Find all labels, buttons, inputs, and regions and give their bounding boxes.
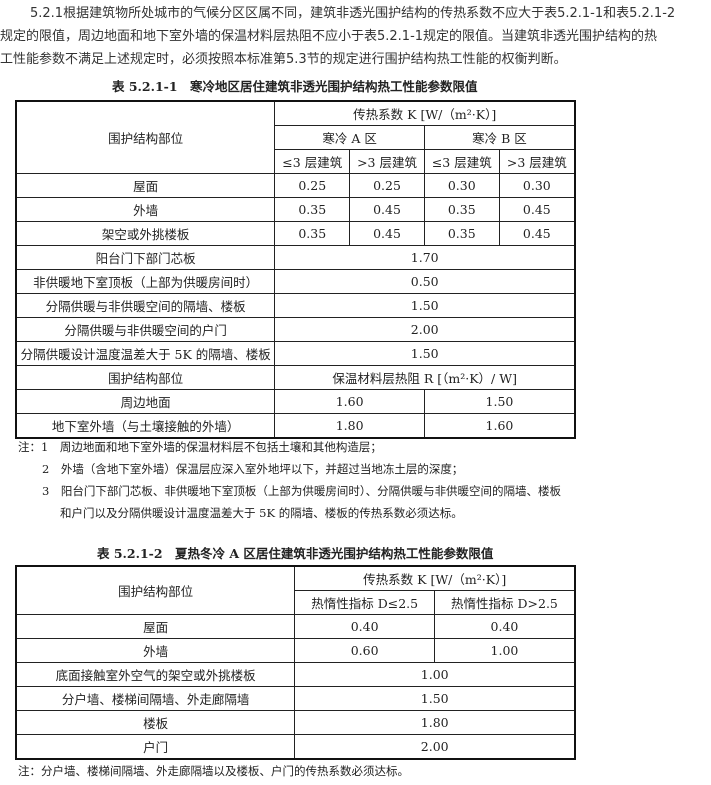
table-cell: 底面接触室外空气的架空或外挑楼板 (15, 662, 296, 687)
table-cell: 0.35 (423, 221, 500, 246)
table-cell: 外墙 (15, 638, 296, 663)
table-row: 阳台门下部门芯板 1.70 (15, 245, 576, 270)
table-row: 地下室外墙（与土壤接触的外墙） 1.80 1.60 (15, 413, 576, 439)
table-cell: 屋面 (15, 614, 296, 639)
intro-line: 工性能参数不满足上述规定时，必须按照本标准第5.3节的规定进行围护结构热工性能的… (0, 52, 567, 67)
header-sub: ≤3 层建筑 (274, 149, 351, 174)
header-sub: 热惰性指标 D>2.5 (433, 590, 576, 615)
header-sub: ≤3 层建筑 (423, 149, 500, 174)
table-row: 围护结构部位 保温材料层热阻 R [（m²·K）/ W] (15, 365, 576, 390)
table-cell: 屋面 (15, 173, 276, 198)
table-row: 架空或外挑楼板 0.35 0.45 0.35 0.45 (15, 221, 576, 246)
table2-note: 注：分户墙、楼梯间隔墙、外走廊隔墙以及楼板、户门的传热系数必须达标。 (18, 764, 409, 778)
note: 注：1 周边地面和地下室外墙的保温材料层不包括土壤和其他构造层； (18, 440, 382, 454)
table-cell: 1.80 (274, 413, 425, 439)
intro-paragraph: 5.2.1根据建筑物所处城市的气候分区区属不同，建筑非透光围护结构的传热系数不应… (0, 2, 711, 71)
table-cell: 1.50 (423, 389, 576, 414)
header-part: 围护结构部位 (15, 565, 296, 615)
table-cell: 外墙 (15, 197, 276, 222)
table-cell: 0.40 (433, 614, 576, 639)
table-cell: 0.45 (498, 221, 576, 246)
table-cell: 楼板 (15, 710, 296, 735)
table-cell: 0.60 (294, 638, 435, 663)
table-row: 外墙 0.60 1.00 (15, 638, 576, 663)
table-row: 屋面 0.25 0.25 0.30 0.30 (15, 173, 576, 198)
note: 2 外墙（含地下室外墙）保温层应深入室外地坪以下，并超过当地冻土层的深度； (42, 462, 464, 476)
table-cell: 1.70 (274, 245, 576, 270)
note: 和户门以及分隔供暖设计温度温差大于 5K 的隔墙、楼板的传热系数必须达标。 (60, 506, 463, 520)
intro-line: 规定的限值，周边地面和地下室外墙的保温材料层热阻不应小于表5.2.1-1规定的限… (0, 29, 658, 44)
table-cell: 2.00 (274, 317, 576, 342)
table-cell: 地下室外墙（与土壤接触的外墙） (15, 413, 276, 439)
table-cell: 1.00 (294, 662, 576, 687)
table-row: 外墙 0.35 0.45 0.35 0.45 (15, 197, 576, 222)
table-cell: 1.80 (294, 710, 576, 735)
header-k: 传热系数 K [W/（m²·K）] (274, 100, 576, 126)
table-cell: 阳台门下部门芯板 (15, 245, 276, 270)
table-cell: 1.50 (274, 341, 576, 366)
table-cell: 1.60 (274, 389, 425, 414)
table-cell: 0.45 (349, 221, 425, 246)
table-row: 底面接触室外空气的架空或外挑楼板 1.00 (15, 662, 576, 687)
table-cell: 分隔供暖与非供暖空间的户门 (15, 317, 276, 342)
table-cell: 0.50 (274, 269, 576, 294)
table-cell: 分隔供暖设计温度温差大于 5K 的隔墙、楼板 (15, 341, 276, 366)
table-row: 分隔供暖与非供暖空间的隔墙、楼板 1.50 (15, 293, 576, 318)
table-cell: 0.35 (423, 197, 500, 222)
table-row: 分隔供暖设计温度温差大于 5K 的隔墙、楼板 1.50 (15, 341, 576, 366)
table-cell: 分户墙、楼梯间隔墙、外走廊隔墙 (15, 686, 296, 711)
table-5-2-1-2: 围护结构部位 传热系数 K [W/（m²·K）] 热惰性指标 D≤2.5 热惰性指标… (15, 565, 576, 760)
table1-notes: 注：1 周边地面和地下室外墙的保温材料层不包括土壤和其他构造层； 2 外墙（含地… (18, 436, 561, 524)
header-sub: >3 层建筑 (349, 149, 425, 174)
table-row: 分户墙、楼梯间隔墙、外走廊隔墙 1.50 (15, 686, 576, 711)
table-cell: 分隔供暖与非供暖空间的隔墙、楼板 (15, 293, 276, 318)
header-k: 传热系数 K [W/（m²·K）] (294, 565, 576, 591)
table-cell: 0.25 (274, 173, 351, 198)
table-cell: 0.35 (274, 221, 351, 246)
table-cell: 架空或外挑楼板 (15, 221, 276, 246)
note: 3 阳台门下部门芯板、非供暖地下室顶板（上部为供暖房间时）、分隔供暖与非供暖空间… (42, 484, 562, 498)
table-row: 屋面 0.40 0.40 (15, 614, 576, 639)
header-sub: 热惰性指标 D≤2.5 (294, 590, 435, 615)
table-cell: 1.50 (294, 686, 576, 711)
table-cell: 0.25 (349, 173, 425, 198)
table-cell: 1.60 (423, 413, 576, 439)
table-cell: 1.50 (274, 293, 576, 318)
header-part: 围护结构部位 (15, 100, 276, 174)
header-zone-a: 寒冷 A 区 (274, 125, 425, 150)
table-cell: 保温材料层热阻 R [（m²·K）/ W] (274, 365, 576, 390)
intro-line: 5.2.1根据建筑物所处城市的气候分区区属不同，建筑非透光围护结构的传热系数不应… (30, 6, 676, 21)
table-row: 非供暖地下室顶板（上部为供暖房间时） 0.50 (15, 269, 576, 294)
table-cell: 0.45 (498, 197, 576, 222)
table-row: 楼板 1.80 (15, 710, 576, 735)
table-cell: 围护结构部位 (15, 365, 276, 390)
table-row: 分隔供暖与非供暖空间的户门 2.00 (15, 317, 576, 342)
table-row: 周边地面 1.60 1.50 (15, 389, 576, 414)
table-cell: 0.30 (423, 173, 500, 198)
table-cell: 非供暖地下室顶板（上部为供暖房间时） (15, 269, 276, 294)
table-cell: 周边地面 (15, 389, 276, 414)
table2-caption: 表 5.2.1-2 夏热冬冷 A 区居住建筑非透光围护结构热工性能参数限值 (97, 546, 494, 561)
table-cell: 0.35 (274, 197, 351, 222)
table-cell: 1.00 (433, 638, 576, 663)
table-5-2-1-1: 围护结构部位 传热系数 K [W/（m²·K）] 寒冷 A 区寒冷 B 区 ≤3 … (15, 100, 576, 439)
table-cell: 户门 (15, 734, 296, 760)
header-zone-b: 寒冷 B 区 (423, 125, 576, 150)
table-cell: 0.40 (294, 614, 435, 639)
table-cell: 0.30 (498, 173, 576, 198)
header-sub: >3 层建筑 (498, 149, 576, 174)
table-cell: 2.00 (294, 734, 576, 760)
table-cell: 0.45 (349, 197, 425, 222)
table-row: 户门 2.00 (15, 734, 576, 760)
table1-caption: 表 5.2.1-1 寒冷地区居住建筑非透光围护结构热工性能参数限值 (112, 79, 478, 94)
